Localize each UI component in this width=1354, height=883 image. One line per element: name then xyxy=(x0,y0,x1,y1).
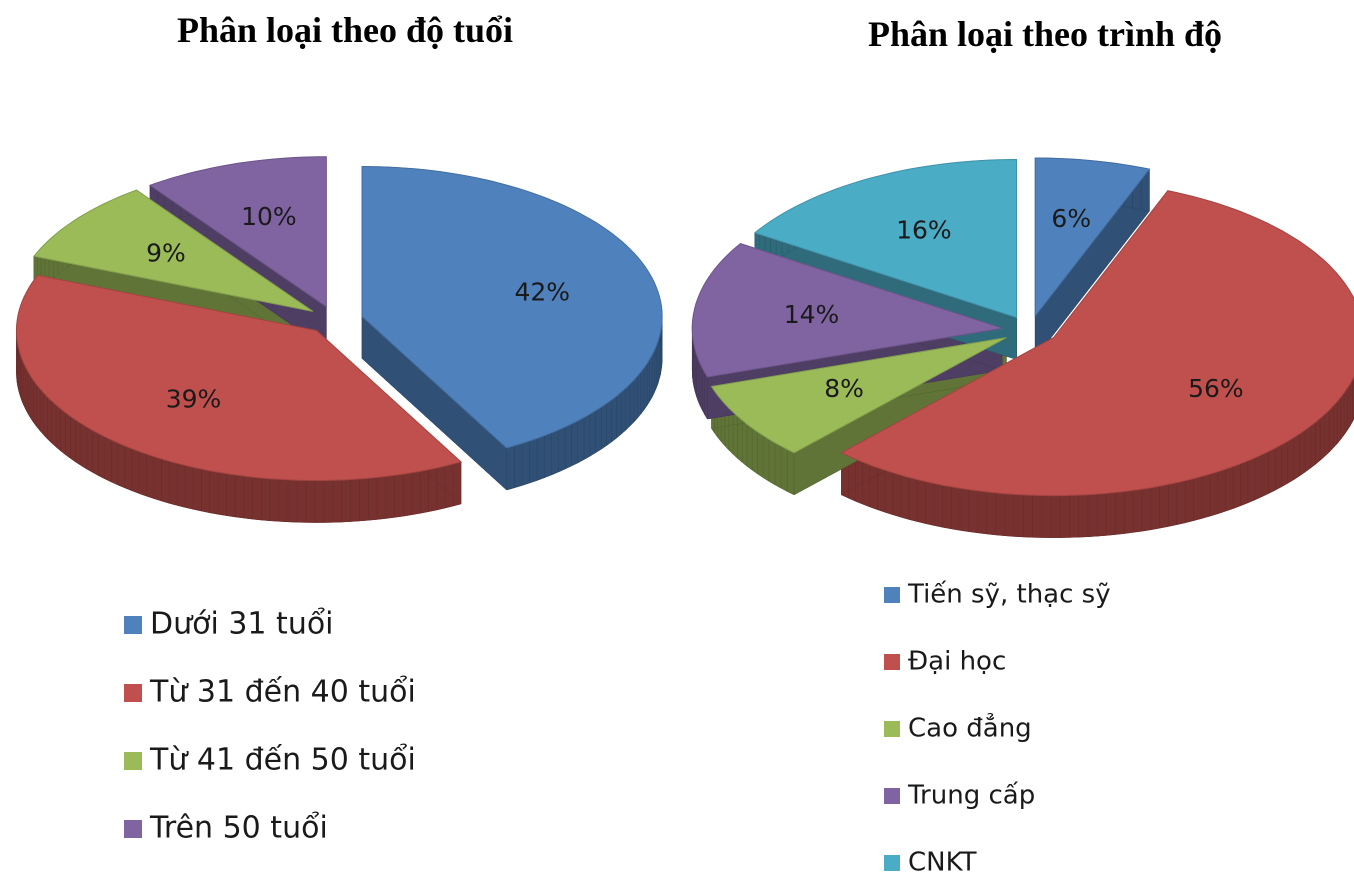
legend-label: Trên 50 tuổi xyxy=(149,810,328,846)
slice xyxy=(753,158,1017,319)
data-label: 6% xyxy=(1051,204,1091,233)
data-label: 42% xyxy=(514,277,570,306)
data-label: 8% xyxy=(824,374,864,403)
slice xyxy=(148,156,327,308)
legend-label: Từ 41 đến 50 tuổi xyxy=(149,742,416,778)
legend-swatch xyxy=(124,820,142,838)
legend-swatch xyxy=(884,788,900,804)
slice xyxy=(710,337,1007,454)
legend-label: Tiến sỹ, thạc sỹ xyxy=(907,580,1111,610)
legend-label: Trung cấp xyxy=(907,781,1035,811)
legend-label: Cao đẳng xyxy=(908,712,1032,744)
slice xyxy=(691,243,1003,378)
data-label: 9% xyxy=(146,238,186,267)
chart-title: Phân loại theo độ tuổi xyxy=(177,10,513,50)
slice xyxy=(1034,157,1151,318)
legend-label: CNKT xyxy=(908,848,977,878)
legend-swatch xyxy=(884,587,900,603)
legend-swatch xyxy=(884,654,900,670)
legend-swatch xyxy=(124,616,142,634)
legend-swatch xyxy=(124,752,142,770)
data-label: 10% xyxy=(241,202,297,231)
legend-swatch xyxy=(884,855,900,871)
legend-swatch xyxy=(124,684,142,702)
slice xyxy=(361,165,663,449)
data-label: 16% xyxy=(896,216,952,245)
data-label: 56% xyxy=(1188,374,1244,403)
legend-swatch xyxy=(884,721,900,737)
chart-title: Phân loại theo trình độ xyxy=(868,14,1222,54)
slice xyxy=(32,189,314,312)
data-label: 39% xyxy=(166,384,222,413)
slice xyxy=(16,274,463,481)
data-label: 14% xyxy=(784,300,840,329)
legend-label: Từ 31 đến 40 tuổi xyxy=(149,674,416,710)
legend-label: Đại học xyxy=(908,647,1006,677)
slice xyxy=(840,190,1354,497)
legend-label: Dưới 31 tuổi xyxy=(150,606,334,642)
